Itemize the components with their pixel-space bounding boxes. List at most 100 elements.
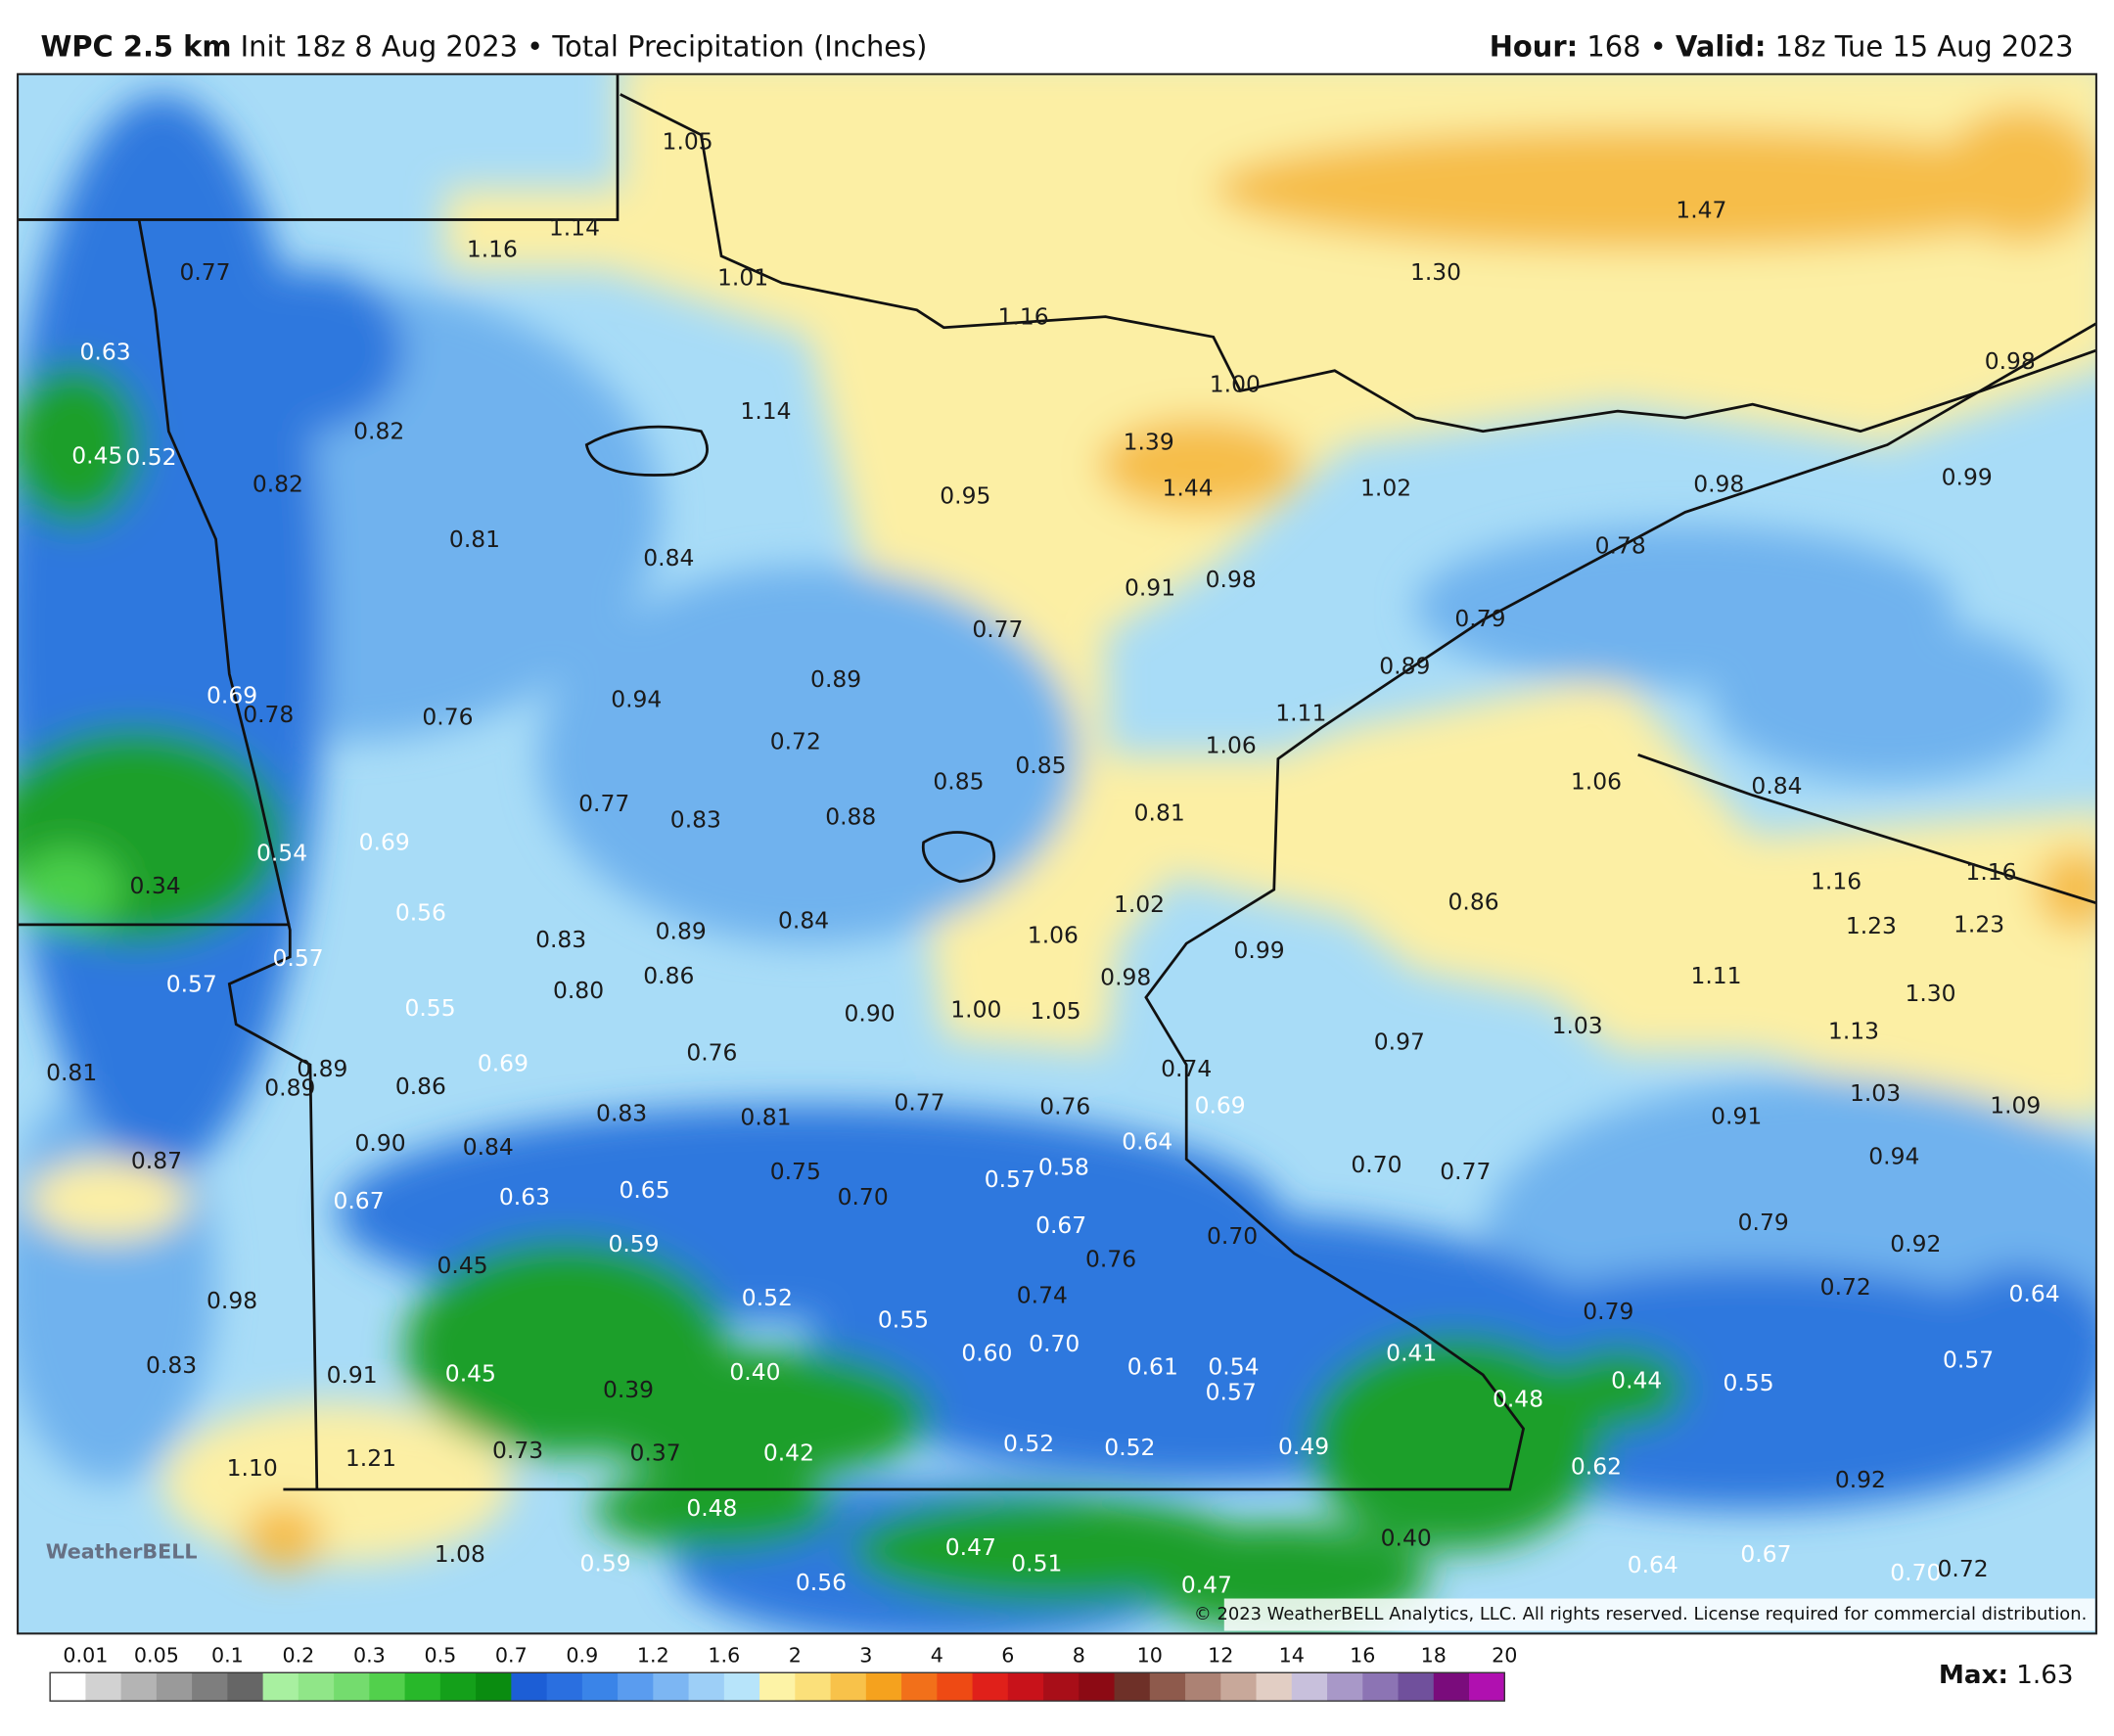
colorbar-swatch [937, 1672, 974, 1702]
colorbar-swatch [1114, 1672, 1151, 1702]
value-label: 1.08 [435, 1540, 485, 1568]
borders [18, 73, 2096, 1491]
colorbar-swatch [901, 1672, 939, 1702]
value-label: 0.79 [1454, 605, 1505, 632]
value-label: 0.74 [1017, 1281, 1068, 1308]
colorbar-label: 8 [1073, 1644, 1085, 1667]
value-label: 0.60 [961, 1340, 1012, 1367]
value-label: 0.98 [1985, 347, 2036, 375]
value-label: 0.72 [770, 727, 821, 754]
value-label: 0.73 [492, 1437, 543, 1464]
value-label: 0.64 [1122, 1127, 1172, 1155]
value-label: 0.65 [619, 1176, 669, 1204]
value-label: 1.11 [1275, 699, 1326, 726]
lake [921, 831, 996, 884]
value-label: 0.97 [1374, 1028, 1425, 1056]
colorbar-swatch [653, 1672, 690, 1702]
value-label: 0.81 [46, 1059, 97, 1086]
value-label: 0.76 [1039, 1093, 1090, 1120]
value-label: 0.75 [770, 1158, 821, 1185]
colorbar: 0.01 0.05 0.1 0.2 0.3 0.5 0.7 0.9 1.2 1.6 2 3 4 6 8 10 1… [49, 1644, 1517, 1702]
value-label: 0.55 [1723, 1369, 1774, 1396]
colorbar-label: 0.5 [424, 1644, 456, 1667]
value-label: 0.83 [670, 805, 721, 833]
value-label: 0.55 [404, 994, 455, 1022]
colorbar-label: 0.3 [353, 1644, 386, 1667]
value-label: 1.09 [1990, 1091, 2041, 1119]
max-value: 1.63 [2016, 1661, 2073, 1690]
value-label: 1.03 [1850, 1079, 1901, 1107]
shade [539, 566, 1080, 944]
value-label: 1.16 [998, 303, 1049, 331]
colorbar-label: 2 [789, 1644, 802, 1667]
value-label: 0.52 [1104, 1434, 1155, 1461]
value-label: 0.67 [1035, 1211, 1086, 1239]
value-label: 0.89 [264, 1074, 315, 1101]
value-label: 0.70 [838, 1183, 889, 1211]
colorbar-label: 6 [1001, 1644, 1014, 1667]
value-label: 0.49 [1278, 1433, 1329, 1460]
shade [1927, 1266, 2096, 1429]
value-label: 0.83 [535, 926, 586, 953]
colorbar-swatch [1149, 1672, 1186, 1702]
value-label: 0.79 [1738, 1209, 1789, 1236]
value-label: 0.48 [1493, 1386, 1543, 1413]
value-label: 0.48 [686, 1494, 737, 1522]
field-shading [18, 73, 2096, 1634]
value-label: 0.86 [1448, 888, 1499, 915]
shade [1213, 127, 2096, 250]
value-label: 0.47 [1181, 1572, 1232, 1599]
colorbar-swatch [262, 1672, 299, 1702]
value-label: 0.78 [243, 701, 294, 728]
value-label: 1.14 [549, 214, 600, 242]
colorbar-swatch [1220, 1672, 1258, 1702]
colorbar-label: 14 [1279, 1644, 1305, 1667]
value-label: 0.85 [933, 768, 984, 796]
value-label: 0.98 [1100, 963, 1151, 990]
value-label: 0.72 [1938, 1555, 1989, 1582]
value-label: 0.79 [1583, 1298, 1633, 1325]
value-label: 0.72 [1820, 1273, 1871, 1301]
colorbar-swatch [581, 1672, 619, 1702]
value-label: 1.47 [1676, 197, 1726, 224]
value-label: 0.52 [1003, 1430, 1054, 1457]
value-label: 0.76 [422, 704, 473, 731]
value-label: 0.59 [608, 1230, 659, 1257]
model: WPC 2.5 km [40, 30, 231, 64]
value-label: 1.06 [1571, 768, 1622, 796]
colorbar-swatch [795, 1672, 832, 1702]
max-text: Max: 1.63 [1939, 1661, 2074, 1690]
value-label: 0.67 [1740, 1540, 1791, 1568]
value-label: 0.64 [1628, 1551, 1678, 1578]
value-label: 1.01 [717, 264, 768, 292]
value-label: 0.99 [1942, 463, 1993, 490]
value-label: 0.86 [395, 1073, 446, 1100]
logo: WeatherBELL [46, 1540, 198, 1564]
value-label: 0.47 [945, 1533, 996, 1561]
value-label: 1.06 [1206, 732, 1257, 759]
value-label: 0.98 [1693, 470, 1744, 497]
value-label: 0.57 [985, 1165, 1035, 1193]
value-label: 1.30 [1905, 980, 1955, 1007]
value-label: 0.99 [1234, 937, 1285, 964]
value-label: 0.70 [1890, 1559, 1941, 1586]
value-label: 0.54 [1208, 1352, 1259, 1380]
value-label: 1.02 [1360, 474, 1411, 501]
value-label: 0.57 [1206, 1379, 1257, 1406]
colorbar-label: 1.6 [708, 1644, 740, 1667]
value-label: 0.57 [273, 944, 324, 972]
value-label: 1.10 [227, 1454, 278, 1482]
value-label: 1.02 [1114, 891, 1165, 918]
shade [1550, 1348, 1685, 1429]
value-label: 0.52 [125, 443, 176, 471]
header-left: WPC 2.5 km Init 18z 8 Aug 2023 • Total P… [40, 30, 927, 64]
colorbar-swatch [546, 1672, 583, 1702]
colorbar-swatch [688, 1672, 725, 1702]
max-label: Max: [1939, 1661, 2008, 1690]
value-label: 0.83 [596, 1100, 647, 1127]
shade [1712, 619, 2063, 782]
border [1637, 754, 2096, 905]
value-label: 1.14 [740, 397, 791, 425]
value-label: 0.98 [1206, 566, 1257, 593]
